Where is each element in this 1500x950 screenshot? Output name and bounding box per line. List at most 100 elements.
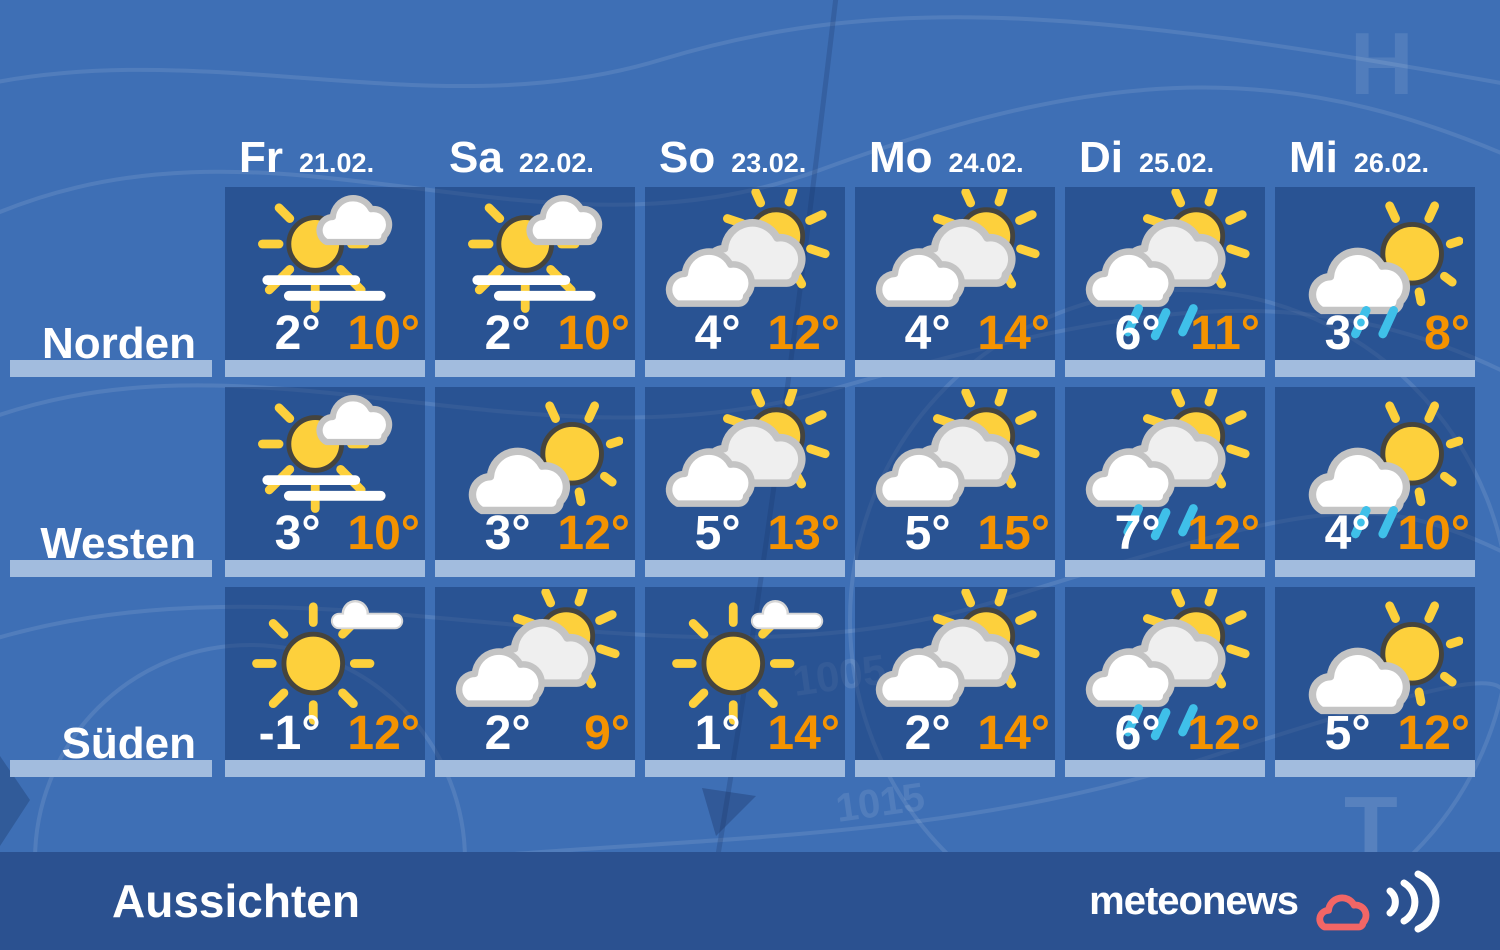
weather-icon-sun-fog [237, 389, 413, 541]
weather-icon-sunny-small-cloud [657, 589, 833, 741]
temperature-row: 3° 12° [435, 510, 630, 558]
temperature-row: -1° 12° [225, 710, 420, 758]
low-temp: 2° [484, 707, 531, 760]
weather-icon-sun-two-clouds [447, 589, 623, 741]
low-temp: 3° [484, 507, 531, 560]
high-temp: 14° [767, 707, 840, 760]
forecast-cell: 2° 14° [855, 587, 1055, 777]
high-temp: 12° [1187, 707, 1260, 760]
cell-underline [1275, 760, 1475, 777]
cell-underline [1065, 560, 1265, 577]
day-abbr: Fr [239, 133, 283, 182]
low-temp: 2° [484, 307, 531, 360]
temperature-row: 3° 8° [1275, 310, 1470, 358]
day-header: Fr 21.02. [225, 136, 425, 180]
temperature-row: 4° 14° [855, 310, 1050, 358]
day-date: 25.02. [1139, 148, 1215, 178]
weather-icon-sun-fog [447, 189, 623, 341]
region-label: Norden [42, 319, 196, 368]
forecast-cell: 2° 10° [435, 187, 635, 377]
region-row: Süden [0, 587, 212, 777]
high-pressure-marker: H [1350, 14, 1414, 113]
temperature-row: 1° 14° [645, 710, 840, 758]
weather-icon-sun-cloud [447, 389, 623, 541]
forecast-cell: 6° 12° [1065, 587, 1265, 777]
high-temp: 9° [584, 707, 630, 760]
cell-underline [1275, 360, 1475, 377]
low-temp: 2° [904, 707, 951, 760]
day-abbr: So [659, 133, 716, 182]
low-temp: 3° [1324, 307, 1371, 360]
day-date: 23.02. [731, 148, 807, 178]
forecast-cell: 5° 13° [645, 387, 845, 577]
cell-underline [225, 760, 425, 777]
forecast-cell: 3° 12° [435, 387, 635, 577]
high-temp: 13° [767, 507, 840, 560]
low-temp: -1° [258, 707, 321, 760]
high-temp: 11° [1190, 307, 1260, 360]
temperature-row: 4° 12° [645, 310, 840, 358]
cell-underline [225, 560, 425, 577]
weather-icon-sun-two-clouds [867, 389, 1043, 541]
day-abbr: Mi [1289, 133, 1338, 182]
weather-icon-sun-two-clouds-rain [1077, 189, 1253, 341]
brand-logo: meteonews [1089, 868, 1458, 934]
high-temp: 15° [977, 507, 1050, 560]
cloud-broadcast-icon [1316, 870, 1440, 933]
day-header: Di 25.02. [1065, 136, 1265, 180]
low-temp: 4° [904, 307, 951, 360]
low-temp: 1° [694, 707, 741, 760]
region-label: Süden [61, 719, 196, 768]
high-temp: 8° [1424, 307, 1470, 360]
weather-icon-sun-cloud-rain [1287, 389, 1463, 541]
cell-underline [855, 560, 1055, 577]
cell-underline [1275, 560, 1475, 577]
weather-icon-sun-two-clouds [657, 189, 833, 341]
low-temp: 5° [1324, 707, 1371, 760]
high-temp: 10° [347, 307, 420, 360]
cell-underline [645, 560, 845, 577]
low-temp: 4° [694, 307, 741, 360]
low-temp: 7° [1114, 507, 1161, 560]
forecast-cell: 1° 14° [645, 587, 845, 777]
day-header: Sa 22.02. [435, 136, 635, 180]
day-header: Mi 26.02. [1275, 136, 1475, 180]
high-temp: 12° [767, 307, 840, 360]
forecast-cell: 2° 10° [225, 187, 425, 377]
temperature-row: 2° 10° [435, 310, 630, 358]
forecast-cell: 2° 9° [435, 587, 635, 777]
forecast-grid: 2° 10° 2° 10° 4° 12° 4° 14° 6° 11° 3° 8° 3° 10° 3° 12° 5… [225, 187, 1475, 777]
weather-icon-sun-two-clouds [657, 389, 833, 541]
forecast-cell: 3° 10° [225, 387, 425, 577]
temperature-row: 2° 9° [435, 710, 630, 758]
high-temp: 14° [977, 707, 1050, 760]
day-header-row: Fr 21.02. Sa 22.02. So 23.02. Mo 24.02. Di 25.02.… [225, 116, 1475, 180]
day-date: 24.02. [948, 148, 1024, 178]
forecast-cell: 4° 12° [645, 187, 845, 377]
cell-underline [855, 360, 1055, 377]
high-temp: 12° [1397, 707, 1470, 760]
cell-underline [645, 760, 845, 777]
high-temp: 10° [347, 507, 420, 560]
region-row: Westen [0, 387, 212, 577]
temperature-row: 5° 13° [645, 510, 840, 558]
temperature-row: 5° 12° [1275, 710, 1470, 758]
weather-icon-sun-two-clouds [867, 589, 1043, 741]
low-temp: 2° [274, 307, 321, 360]
cell-underline [435, 760, 635, 777]
region-underline [10, 360, 212, 377]
day-date: 21.02. [299, 148, 375, 178]
low-temp: 5° [694, 507, 741, 560]
high-temp: 12° [557, 507, 630, 560]
forecast-cell: 6° 11° [1065, 187, 1265, 377]
cell-underline [1065, 360, 1265, 377]
weather-icon-sunny-small-cloud [237, 589, 413, 741]
forecast-cell: 4° 14° [855, 187, 1055, 377]
low-temp: 3° [274, 507, 321, 560]
temperature-row: 4° 10° [1275, 510, 1470, 558]
weather-icon-sun-cloud-rain [1287, 189, 1463, 341]
weather-icon-sun-two-clouds-rain [1077, 589, 1253, 741]
cell-underline [225, 360, 425, 377]
low-temp: 4° [1324, 507, 1371, 560]
temperature-row: 2° 14° [855, 710, 1050, 758]
